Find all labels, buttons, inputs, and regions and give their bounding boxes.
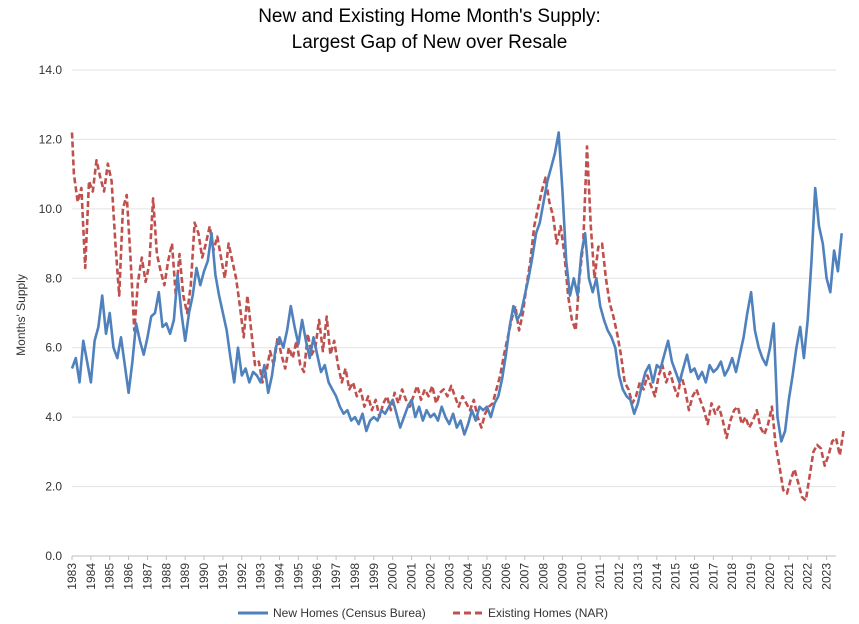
x-tick-label: 2002 bbox=[423, 563, 437, 590]
y-tick-label: 6.0 bbox=[45, 341, 62, 355]
series-line-new-homes bbox=[70, 131, 843, 443]
x-tick-label: 1995 bbox=[291, 563, 305, 590]
x-tick-label: 2021 bbox=[782, 563, 796, 590]
x-tick-label: 2022 bbox=[801, 563, 815, 590]
x-tick-label: 1989 bbox=[178, 563, 192, 590]
legend-label-existing-homes: Existing Homes (NAR) bbox=[488, 606, 608, 620]
x-tick-label: 2012 bbox=[612, 563, 626, 590]
y-tick-label: 0.0 bbox=[45, 549, 62, 563]
series-lines bbox=[70, 131, 845, 502]
x-tick-label: 2011 bbox=[593, 563, 607, 589]
x-tick-label: 1987 bbox=[140, 563, 154, 590]
x-tick-label: 2009 bbox=[555, 563, 569, 590]
y-axis-label: Months' Supply bbox=[14, 274, 28, 356]
x-tick-label: 1988 bbox=[159, 563, 173, 590]
x-tick-label: 1990 bbox=[197, 563, 211, 590]
y-axis-ticks: 0.0 2.0 4.0 6.0 8.0 10.0 12.0 14.0 bbox=[39, 63, 63, 563]
x-tick-label: 2008 bbox=[537, 563, 551, 590]
x-axis-ticks: 1983 1984 1985 1986 1987 1988 1989 1990 1991 1992… bbox=[65, 556, 834, 590]
legend: New Homes (Census Burea) Existing Homes … bbox=[238, 606, 608, 620]
y-tick-label: 8.0 bbox=[45, 271, 62, 285]
x-tick-label: 2001 bbox=[405, 563, 419, 590]
x-tick-label: 2019 bbox=[744, 563, 758, 590]
series-line-existing-homes bbox=[70, 132, 845, 502]
x-tick-label: 2005 bbox=[480, 563, 494, 590]
y-tick-label: 10.0 bbox=[39, 202, 63, 216]
x-tick-label: 1992 bbox=[235, 563, 249, 590]
x-tick-label: 1991 bbox=[216, 563, 230, 590]
x-tick-label: 2015 bbox=[669, 563, 683, 590]
x-tick-label: 2004 bbox=[461, 563, 475, 590]
x-tick-label: 2006 bbox=[499, 563, 513, 590]
x-tick-label: 1986 bbox=[122, 563, 136, 590]
x-tick-label: 2007 bbox=[518, 563, 532, 590]
x-tick-label: 2013 bbox=[631, 563, 645, 590]
chart-title-line-1: New and Existing Home Month's Supply: bbox=[258, 6, 601, 27]
x-tick-label: 1999 bbox=[367, 563, 381, 590]
y-tick-label: 4.0 bbox=[45, 410, 62, 424]
x-tick-label: 2016 bbox=[688, 563, 702, 590]
y-tick-label: 12.0 bbox=[39, 132, 63, 146]
x-tick-label: 1996 bbox=[310, 563, 324, 590]
x-tick-label: 1983 bbox=[65, 563, 79, 590]
x-tick-label: 1998 bbox=[348, 563, 362, 590]
x-tick-label: 2014 bbox=[650, 563, 664, 590]
x-tick-label: 2000 bbox=[386, 563, 400, 590]
x-tick-label: 2003 bbox=[442, 563, 456, 590]
x-tick-label: 1985 bbox=[103, 563, 117, 590]
x-tick-label: 2020 bbox=[763, 563, 777, 590]
chart-title-line-2: Largest Gap of New over Resale bbox=[291, 32, 568, 53]
x-tick-label: 2023 bbox=[820, 563, 834, 590]
x-tick-label: 2018 bbox=[725, 563, 739, 590]
x-tick-label: 1984 bbox=[84, 563, 98, 590]
x-tick-label: 2017 bbox=[706, 563, 720, 590]
x-tick-label: 1997 bbox=[329, 563, 343, 590]
y-tick-label: 2.0 bbox=[45, 480, 62, 494]
x-tick-label: 1994 bbox=[273, 563, 287, 590]
gridlines bbox=[72, 69, 836, 557]
legend-label-new-homes: New Homes (Census Burea) bbox=[273, 606, 426, 620]
y-tick-label: 14.0 bbox=[39, 63, 63, 77]
x-tick-label: 1993 bbox=[254, 563, 268, 590]
x-tick-label: 2010 bbox=[574, 563, 588, 590]
